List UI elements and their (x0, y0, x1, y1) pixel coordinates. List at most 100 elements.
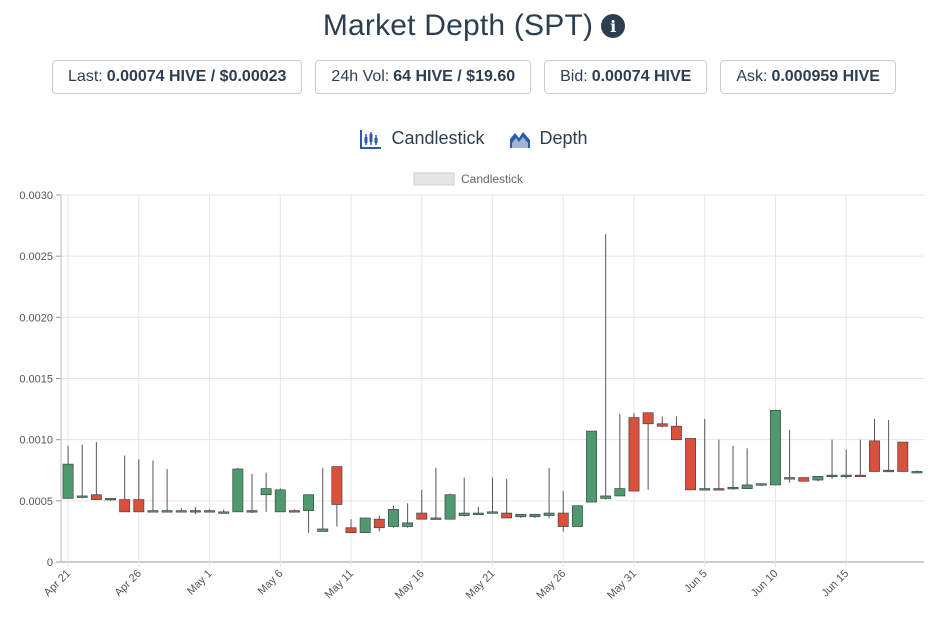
candle[interactable] (62, 445, 74, 499)
candle[interactable] (812, 476, 824, 482)
candle[interactable] (90, 442, 102, 500)
candle[interactable] (303, 494, 315, 533)
candle[interactable] (388, 505, 399, 528)
candle[interactable] (317, 467, 329, 532)
candle-body (586, 430, 597, 503)
candle[interactable] (204, 509, 215, 513)
x-axis: Apr 21 Apr 26 May 1 May 6 May 11 May 16 May 21… (42, 568, 852, 602)
candle[interactable] (416, 489, 428, 520)
candle-body (331, 466, 343, 505)
candle[interactable] (911, 470, 923, 474)
candle[interactable] (755, 483, 767, 487)
candle[interactable] (444, 493, 456, 520)
candle[interactable] (274, 488, 286, 513)
candle[interactable] (557, 491, 569, 532)
stats-bar: Last: 0.00074 HIVE / $0.00023 24h Vol: 6… (0, 60, 948, 94)
candlestick-icon (360, 129, 382, 149)
candle-body (90, 494, 102, 500)
candle-body (770, 409, 781, 486)
candle-body (840, 474, 852, 477)
candle-body (119, 499, 131, 513)
candle[interactable] (472, 506, 484, 515)
candle-body (529, 513, 541, 518)
candle[interactable] (288, 509, 300, 513)
candle[interactable] (529, 513, 541, 518)
candle-body (670, 425, 682, 441)
candle-body (798, 477, 810, 482)
candle[interactable] (600, 234, 612, 500)
chart-legend[interactable]: Candlestick (413, 172, 524, 186)
candle[interactable] (713, 439, 725, 491)
candle-body (699, 488, 711, 491)
candle[interactable] (487, 477, 498, 514)
candle[interactable] (727, 445, 739, 490)
candle-body (303, 494, 315, 511)
candle[interactable] (133, 459, 145, 513)
candle[interactable] (458, 477, 470, 517)
candle[interactable] (260, 472, 272, 512)
chart-type-tabs: Candlestick Depth (0, 128, 948, 149)
stat-value: 64 HIVE / $19.60 (393, 68, 516, 85)
candlestick-chart: Candlestick 0 0.0005 0.0010 0.0015 0.0020 0.0… (19, 172, 924, 602)
candle[interactable] (897, 441, 909, 472)
candle[interactable] (373, 515, 385, 532)
candle-body (642, 412, 654, 425)
candle[interactable] (770, 409, 781, 486)
candle[interactable] (430, 467, 442, 520)
candle-body (345, 527, 357, 533)
candle-body (274, 489, 286, 513)
candle-body (232, 468, 244, 513)
candle[interactable] (869, 418, 880, 472)
info-icon[interactable]: i (601, 14, 626, 38)
candle[interactable] (218, 509, 230, 514)
candle[interactable] (147, 460, 159, 513)
x-tick-label: May 31 (605, 568, 639, 602)
stat-label: Last: (68, 68, 103, 85)
candle-body (628, 417, 640, 492)
legend-swatch (413, 172, 455, 186)
candle[interactable] (656, 416, 668, 428)
candle[interactable] (840, 449, 852, 479)
candle-body (317, 528, 329, 532)
candle[interactable] (246, 473, 258, 514)
candle[interactable] (105, 498, 116, 501)
candle-body (458, 512, 470, 516)
stat-value: 0.00074 HIVE (591, 68, 692, 85)
candle[interactable] (642, 412, 654, 490)
candle[interactable] (826, 439, 838, 479)
candle[interactable] (699, 418, 711, 491)
candle-body (501, 512, 513, 519)
candle-body (727, 487, 739, 490)
candle[interactable] (359, 517, 371, 533)
x-tick-label: May 11 (323, 568, 356, 601)
candle[interactable] (586, 430, 597, 503)
candle[interactable] (331, 466, 343, 527)
candle[interactable] (501, 478, 513, 519)
candle[interactable] (345, 519, 357, 533)
tab-depth[interactable]: Depth (509, 128, 588, 149)
candle-body (826, 474, 838, 477)
candle[interactable] (161, 469, 173, 513)
candle[interactable] (232, 467, 244, 513)
candle[interactable] (402, 503, 414, 528)
candle[interactable] (784, 429, 796, 483)
candle[interactable] (76, 444, 88, 499)
candle-body (897, 441, 909, 472)
tab-candlestick[interactable]: Candlestick (360, 128, 485, 149)
candle[interactable] (685, 438, 697, 491)
candle[interactable] (175, 508, 187, 513)
candle[interactable] (798, 477, 810, 482)
candle[interactable] (119, 455, 131, 513)
candle[interactable] (741, 448, 753, 489)
candle[interactable] (543, 467, 555, 518)
candle[interactable] (571, 505, 583, 527)
tab-label: Candlestick (391, 128, 485, 148)
candle[interactable] (883, 420, 895, 473)
candle[interactable] (189, 506, 201, 515)
candle[interactable] (854, 439, 866, 477)
candle[interactable] (614, 413, 626, 497)
candle[interactable] (628, 412, 640, 492)
candle[interactable] (670, 416, 682, 441)
candle[interactable] (515, 513, 527, 518)
x-tick-label: May 6 (256, 568, 286, 598)
